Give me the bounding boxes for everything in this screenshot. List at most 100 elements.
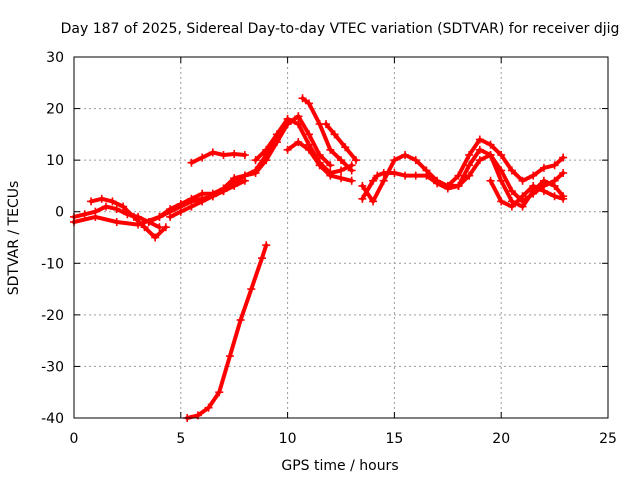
data-point [454, 171, 463, 180]
data-point [475, 145, 484, 154]
x-tick-label: 10 [279, 431, 297, 447]
data-point [87, 197, 96, 206]
data-point [187, 194, 196, 203]
y-tick-label: 10 [46, 153, 64, 169]
data-point [337, 156, 345, 165]
data-point [379, 176, 388, 185]
data-point [108, 197, 117, 206]
data-point [326, 145, 335, 154]
data-point [240, 171, 249, 180]
series-track-6 [187, 148, 249, 167]
data-point [497, 197, 506, 206]
data-point [129, 212, 138, 221]
x-tick-label: 0 [70, 431, 79, 447]
data-point [251, 156, 260, 165]
data-point [119, 202, 128, 211]
data-point [507, 202, 516, 211]
data-point [529, 181, 538, 190]
data-point [272, 130, 281, 139]
series-line [324, 122, 358, 163]
x-tick-label: 15 [385, 431, 403, 447]
ticks [73, 56, 609, 419]
data-point [166, 212, 175, 221]
data-point [322, 120, 331, 129]
data-point [198, 153, 207, 162]
y-axis-label: SDTVAR / TECUs [6, 181, 22, 296]
data-point [373, 171, 382, 180]
data-point [230, 149, 239, 158]
data-point [155, 212, 164, 221]
data-point [559, 169, 568, 178]
data-point [390, 156, 399, 165]
series-track-5 [166, 112, 335, 221]
data-point [215, 388, 224, 397]
data-point [465, 171, 474, 180]
data-point [112, 205, 121, 214]
data-point [315, 161, 324, 170]
data-point [497, 176, 506, 185]
y-tick-label: -10 [41, 256, 64, 272]
data-point [465, 161, 474, 170]
data-point [251, 169, 260, 178]
data-point [187, 158, 196, 167]
data-point [262, 156, 271, 165]
data-point [486, 150, 495, 159]
data-point [151, 233, 160, 242]
series-line [300, 96, 354, 173]
data-point [198, 197, 207, 206]
data-point [401, 150, 410, 159]
data-point [390, 169, 399, 178]
y-tick-label: -30 [41, 359, 64, 375]
data-point [176, 207, 185, 216]
data-point [518, 192, 527, 201]
data-point [240, 150, 249, 159]
data-point [187, 202, 196, 211]
data-point [198, 189, 207, 198]
series-track-2 [87, 194, 170, 242]
data-point [112, 218, 121, 227]
data-point [272, 138, 281, 147]
data-point [358, 194, 367, 203]
data-point [351, 156, 360, 165]
data-point [369, 197, 378, 206]
data-point [347, 176, 356, 185]
data-point [411, 156, 420, 165]
data-point [529, 171, 538, 180]
data-point [550, 181, 559, 190]
data-point [262, 145, 271, 154]
data-point [454, 181, 463, 190]
data-point [134, 220, 143, 229]
data-point [486, 140, 495, 149]
plot-frame [73, 56, 609, 419]
data-point [208, 148, 217, 157]
data-point [304, 99, 313, 108]
series-track-8 [283, 138, 356, 185]
x-tick-label: 5 [176, 431, 185, 447]
data-point [330, 130, 339, 139]
series-track-14 [443, 135, 568, 190]
data-point [326, 161, 335, 170]
x-tick-label: 25 [599, 431, 617, 447]
data-point [341, 143, 350, 152]
data-point [539, 176, 548, 185]
x-axis-label: GPS time / hours [281, 458, 398, 474]
data-point [230, 179, 239, 188]
data-layer [70, 94, 568, 422]
y-tick-label: -40 [41, 411, 64, 427]
data-point [337, 174, 345, 183]
data-point [140, 223, 149, 232]
data-point [475, 135, 484, 144]
data-point [283, 114, 292, 123]
data-point [401, 171, 410, 180]
data-point [539, 187, 548, 196]
tick-labels: 0 5 10 15 20 25 -40 -30 -20 -10 0 10 20 30 [41, 50, 617, 447]
series-line [467, 153, 566, 209]
series-track-1 [70, 202, 164, 232]
data-point [91, 212, 100, 221]
data-point [257, 254, 266, 263]
data-point [465, 150, 474, 159]
y-tick-label: 20 [46, 102, 64, 118]
series-track-10 [322, 120, 360, 165]
data-point [337, 166, 345, 175]
data-point [518, 176, 527, 185]
